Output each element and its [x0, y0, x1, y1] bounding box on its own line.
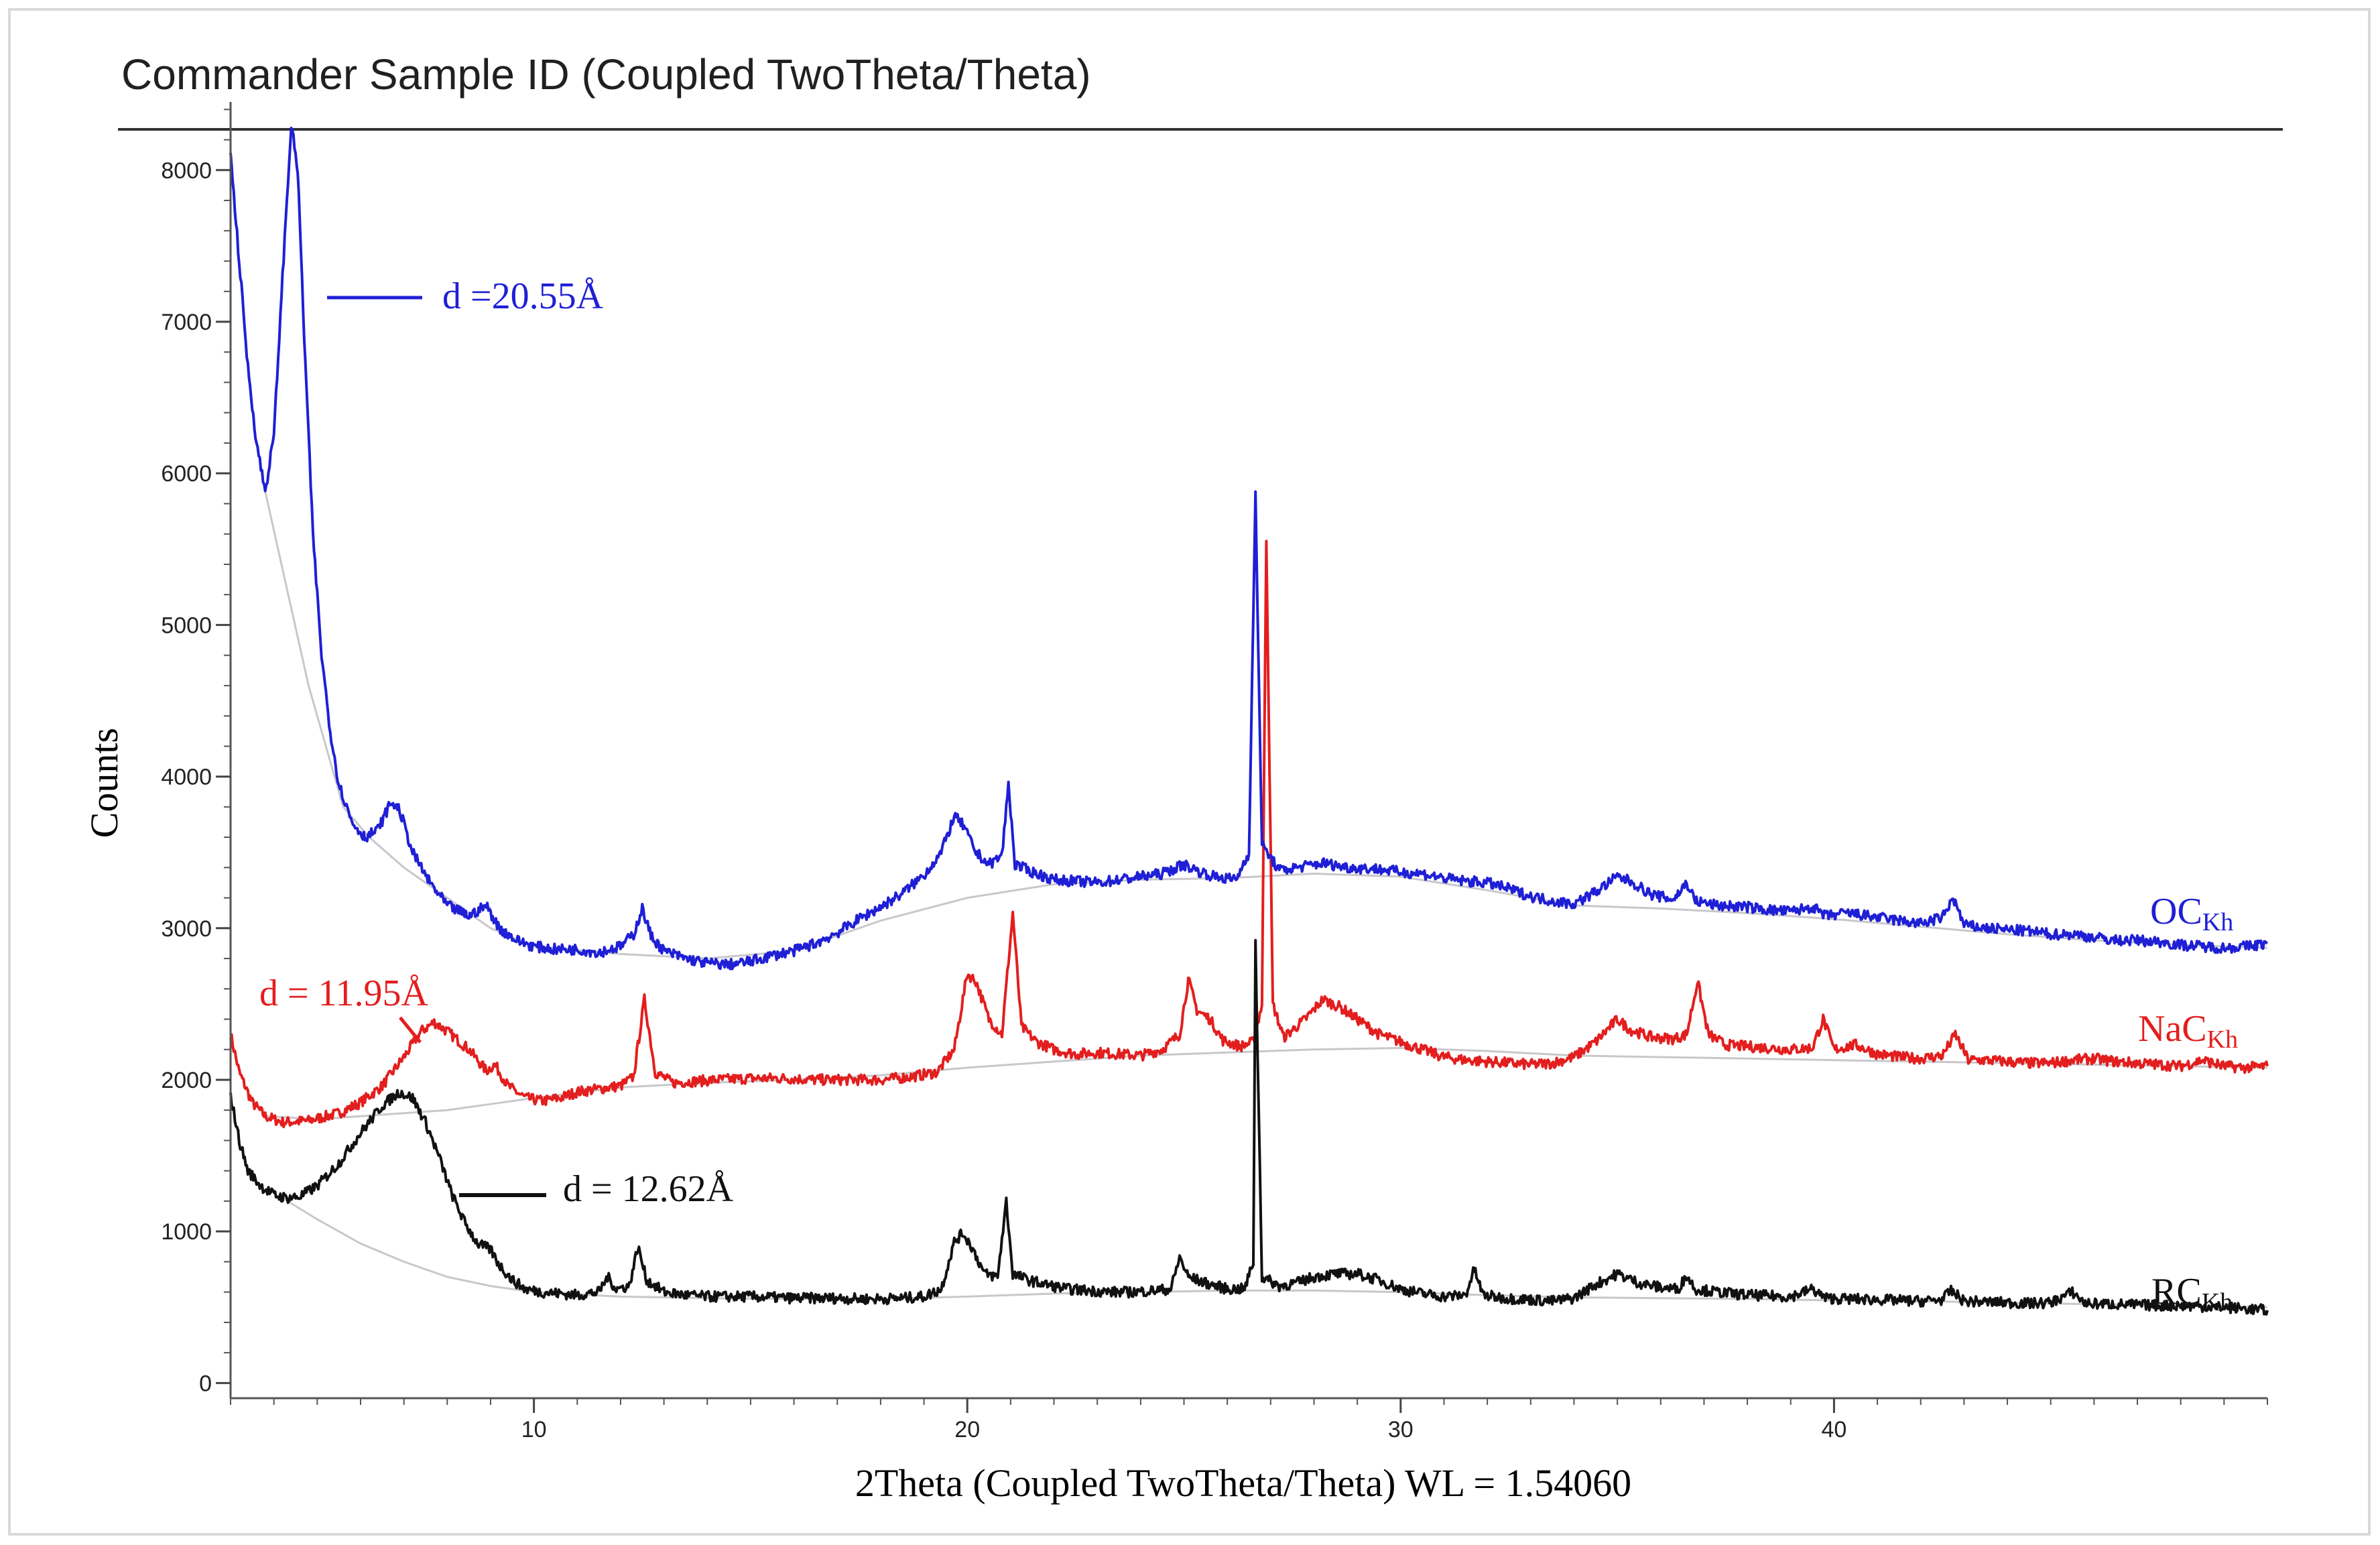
labels-layer: Counts 2Theta (Coupled TwoTheta/Theta) W…: [82, 275, 2238, 1505]
baseline-rckh: [281, 1197, 2268, 1308]
y-axis-title: Counts: [82, 728, 126, 838]
svg-text:OCKh: OCKh: [2150, 891, 2233, 936]
y-tick-label: 4000: [161, 765, 212, 790]
annotation-d-rckh: d = 12.62Å: [563, 1168, 734, 1210]
series-line-rckh: [229, 938, 2269, 1316]
series-label-rckh-sub: Kh: [2202, 1288, 2233, 1316]
svg-text:RCKh: RCKh: [2151, 1271, 2233, 1316]
x-axis-title: 2Theta (Coupled TwoTheta/Theta) WL = 1.5…: [855, 1461, 1631, 1505]
y-tick-label: 1000: [161, 1219, 212, 1245]
annotation-d-ockh: d =20.55Å: [442, 275, 604, 317]
x-tick-label: 30: [1388, 1417, 1414, 1442]
y-tick-label: 2000: [161, 1068, 212, 1093]
y-tick-label: 6000: [161, 461, 212, 487]
series-line-nackh: [229, 540, 2269, 1129]
series-line-ockh: [229, 127, 2268, 971]
series-layer: [229, 127, 2269, 1316]
series-label-nackh: NaCKh: [2138, 1008, 2238, 1054]
y-tick-label: 8000: [161, 158, 212, 184]
y-tick-label: 7000: [161, 310, 212, 335]
series-label-nackh-main: NaC: [2138, 1008, 2207, 1050]
series-label-rckh-main: RC: [2151, 1271, 2202, 1312]
svg-text:NaCKh: NaCKh: [2138, 1008, 2238, 1054]
series-label-ockh: OCKh: [2150, 891, 2233, 936]
series-label-ockh-main: OC: [2150, 891, 2202, 932]
series-label-ockh-sub: Kh: [2202, 908, 2233, 936]
chart-title: Commander Sample ID (Coupled TwoTheta/Th…: [121, 50, 1091, 99]
annotation-d-nackh: d = 11.95Å: [259, 973, 429, 1014]
y-tick-label: 5000: [161, 613, 212, 638]
y-tick-label: 0: [199, 1371, 212, 1396]
title-divider: [118, 128, 2283, 131]
series-label-rckh: RCKh: [2151, 1271, 2233, 1316]
x-tick-label: 40: [1821, 1417, 1846, 1442]
series-label-nackh-sub: Kh: [2207, 1026, 2238, 1054]
x-tick-label: 10: [521, 1417, 547, 1442]
x-tick-label: 20: [954, 1417, 980, 1442]
axes-layer: 0 1000 2000 3000 4000 5000 6000 7000 8000 10 20 30 4…: [161, 102, 2268, 1442]
annotation-pointer-nackh: [399, 1016, 422, 1044]
y-tick-label: 3000: [161, 916, 212, 942]
chart-frame: Commander Sample ID (Coupled TwoTheta/Th…: [8, 8, 2371, 1536]
